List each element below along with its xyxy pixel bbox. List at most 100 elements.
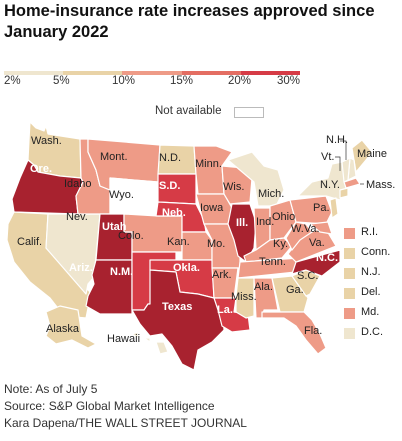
svg-text:Wyo.: Wyo. [109, 189, 134, 201]
svg-text:Ga.: Ga. [286, 284, 304, 296]
scale-label: 20% [228, 75, 252, 87]
svg-text:La.: La. [217, 304, 233, 316]
state-ga[interactable] [271, 275, 309, 313]
not-available-swatch [234, 107, 264, 118]
legend-label: N.J. [361, 266, 381, 278]
state-md[interactable] [309, 221, 333, 235]
state-texas[interactable] [131, 269, 225, 371]
svg-text:Ark.: Ark. [212, 269, 232, 281]
state-mich[interactable] [227, 151, 285, 207]
scale-label: 5% [53, 75, 70, 87]
svg-text:Maine: Maine [357, 148, 387, 160]
scale-label: 15% [170, 75, 194, 87]
state-ohio[interactable] [269, 199, 297, 241]
svg-text:Ind.: Ind. [256, 216, 274, 228]
svg-text:Ill.: Ill. [236, 217, 248, 229]
legend-md[interactable]: Md. [344, 306, 402, 320]
source-line: Source: S&P Global Market Intelligence [4, 399, 215, 413]
svg-text:Idaho: Idaho [64, 178, 92, 190]
svg-text:Mich.: Mich. [258, 188, 284, 200]
state-pa[interactable] [289, 195, 333, 225]
legend-swatch [344, 228, 355, 239]
svg-text:N.D.: N.D. [159, 152, 181, 164]
legend-label: Conn. [361, 246, 391, 258]
state-fla[interactable] [261, 311, 327, 355]
legend-label: R.I. [361, 226, 379, 238]
svg-text:Ore.: Ore. [30, 163, 52, 175]
svg-text:Nev.: Nev. [66, 211, 88, 223]
credit-line: Kara Dapena/THE WALL STREET JOURNAL [4, 416, 247, 430]
svg-text:Ohio: Ohio [272, 211, 295, 223]
svg-text:Mont.: Mont. [100, 151, 128, 163]
svg-text:Fla.: Fla. [304, 325, 322, 337]
svg-text:Colo.: Colo. [118, 230, 144, 242]
svg-text:Ala.: Ala. [254, 281, 273, 293]
legend-label: Del. [361, 286, 381, 298]
legend-swatch [344, 268, 355, 279]
state-alaska[interactable] [45, 305, 97, 349]
svg-text:N.C.: N.C. [316, 252, 338, 264]
svg-text:S.D.: S.D. [159, 180, 180, 192]
svg-text:Kan.: Kan. [167, 236, 190, 248]
state-conn[interactable] [339, 187, 349, 199]
chart-title: Home-insurance rate increases approved s… [4, 2, 375, 41]
state-nc[interactable] [291, 249, 341, 277]
legend-del[interactable]: Del. [344, 286, 402, 300]
legend-label: D.C. [361, 326, 383, 338]
us-map: Wash. Ore. Calif. Nev. Idaho Mont. Wyo. … [6, 121, 395, 371]
scale-label: 10% [112, 75, 136, 87]
svg-text:S.C.: S.C. [297, 270, 318, 282]
color-scale-bar [4, 71, 301, 75]
svg-text:Wis.: Wis. [223, 181, 244, 193]
state-vt[interactable] [341, 157, 351, 183]
not-available-label: Not available [155, 105, 222, 117]
legend-ri[interactable]: R.I. [344, 226, 402, 240]
svg-text:Tenn.: Tenn. [259, 256, 286, 268]
svg-text:Neb.: Neb. [162, 207, 186, 219]
legend-swatch [344, 288, 355, 299]
svg-text:Okla.: Okla. [173, 262, 200, 274]
scale-step [181, 71, 241, 75]
scale-label: 2% [4, 75, 21, 87]
state-la[interactable] [213, 297, 251, 333]
legend-label: Md. [361, 306, 380, 318]
svg-text:Alaska: Alaska [46, 323, 80, 335]
svg-text:Miss.: Miss. [231, 291, 257, 303]
legend-nj[interactable]: N.J. [344, 266, 402, 280]
scale-label: 30% [277, 75, 301, 87]
note-line: Note: As of July 5 [4, 382, 98, 396]
svg-text:Mass.: Mass. [366, 179, 395, 191]
svg-text:Minn.: Minn. [195, 158, 222, 170]
svg-text:Calif.: Calif. [17, 236, 42, 248]
svg-text:Mo.: Mo. [207, 238, 225, 250]
svg-text:Ariz.: Ariz. [69, 262, 93, 274]
legend-swatch [344, 328, 355, 339]
svg-text:Pa.: Pa. [313, 202, 330, 214]
svg-text:W.Va.: W.Va. [291, 223, 320, 235]
scale-step [122, 71, 182, 75]
scale-step [4, 71, 64, 75]
svg-text:Ky.: Ky. [273, 238, 288, 250]
legend-swatch [344, 248, 355, 259]
scale-step [63, 71, 123, 75]
svg-text:Wash.: Wash. [31, 135, 62, 147]
scale-step [240, 71, 301, 75]
state-labels: Wash. Ore. Calif. Nev. Idaho Mont. Wyo. … [17, 134, 395, 345]
svg-text:N.H.: N.H. [326, 134, 348, 146]
svg-text:Iowa: Iowa [200, 202, 224, 214]
svg-text:Va.: Va. [309, 237, 325, 249]
legend-dc[interactable]: D.C. [344, 326, 402, 340]
leader-lines [335, 140, 364, 185]
state-hawaii[interactable] [131, 331, 169, 355]
svg-text:N.Y.: N.Y. [320, 179, 340, 191]
legend-conn[interactable]: Conn. [344, 246, 402, 260]
svg-text:N.M.: N.M. [110, 266, 133, 278]
state-nj[interactable] [329, 197, 339, 219]
scale-labels: 2% 5% 10% 15% 20% 30% [0, 75, 402, 89]
legend-swatch [344, 308, 355, 319]
svg-text:Utah: Utah [102, 221, 127, 233]
svg-text:Vt.: Vt. [321, 151, 334, 163]
footnotes: Note: As of July 5 Source: S&P Global Ma… [4, 381, 247, 432]
svg-text:Hawaii: Hawaii [107, 333, 140, 345]
svg-text:Texas: Texas [162, 301, 192, 313]
